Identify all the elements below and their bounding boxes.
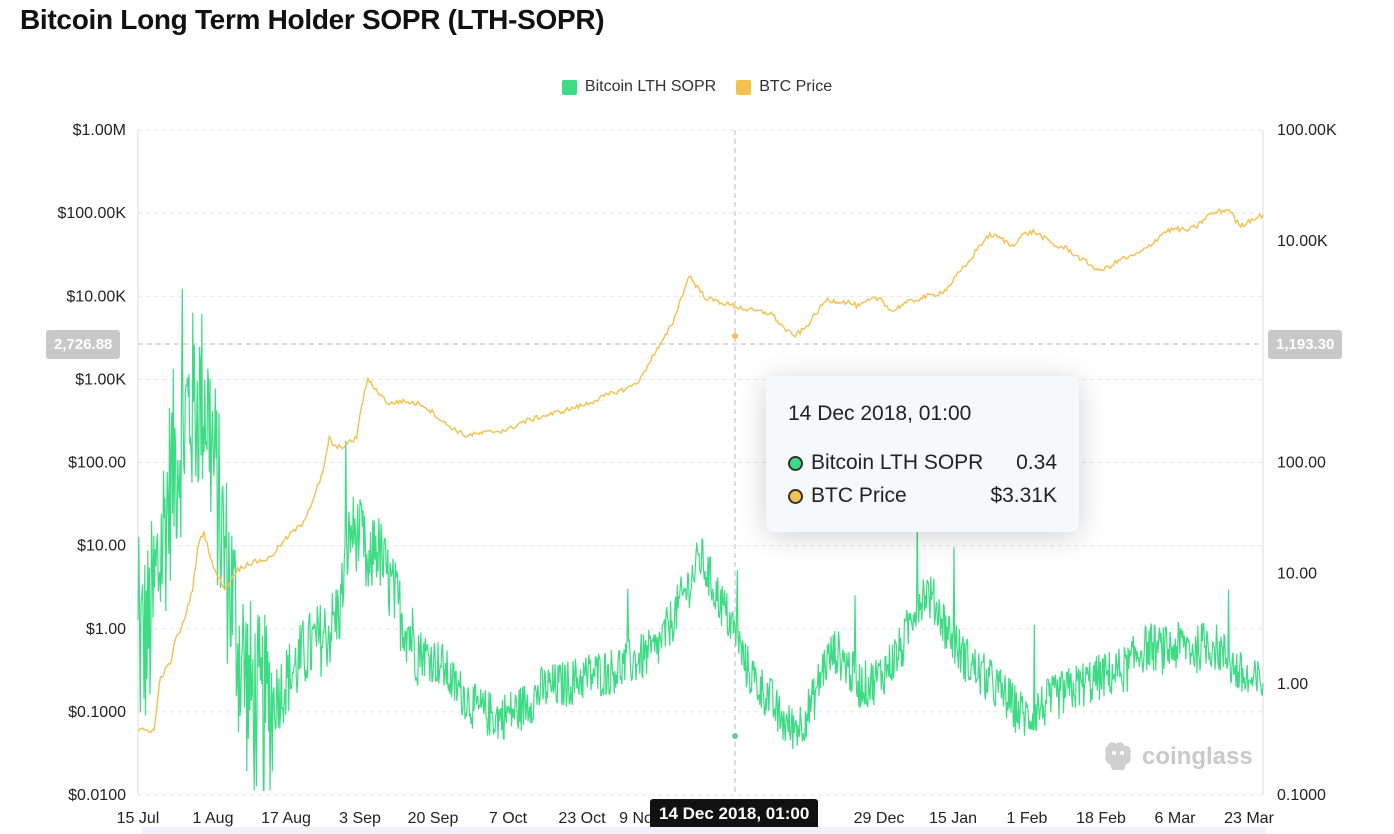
x-axis-tick-label: 15 Jul [117,810,160,827]
x-axis-tick-label: 1 Feb [1007,810,1048,827]
chart-title: Bitcoin Long Term Holder SOPR (LTH-SOPR) [20,4,605,35]
right-axis-tick-label: 10.00 [1277,565,1317,582]
crosshair-y-left-label: 2,726.88 [46,330,121,359]
watermark-text: coinglass [1142,743,1253,770]
right-axis-tick-label: 0.1000 [1277,787,1326,804]
crosshair-y-right-label: 1,193.30 [1268,330,1343,359]
left-axis-tick-label: $0.1000 [68,704,126,721]
crosshair-point-btc-price [732,333,738,339]
tooltip-row-btc-price: BTC Price $3.31K [788,484,1057,508]
left-axis-tick-label: $10.00 [77,538,126,555]
x-axis-tick-label: 15 Jan [929,810,977,827]
crosshair-point-lth-sopr [732,733,738,739]
x-axis-tick-label: 7 Oct [489,810,528,827]
legend-swatch-lth-sopr [561,79,577,95]
x-axis-tick-label: 23 Oct [558,810,606,827]
coinglass-logo-icon [1105,742,1131,770]
legend-item-btc-price[interactable]: BTC Price [736,78,832,96]
left-axis-tick-label: $1.00K [75,371,126,388]
left-axis-tick-label: $0.0100 [68,787,126,804]
legend-item-lth-sopr[interactable]: Bitcoin LTH SOPR [561,78,717,96]
left-axis-tick-label: $100.00 [68,455,126,472]
tooltip-value-lth-sopr: 0.34 [1016,451,1057,474]
legend-label-btc-price: BTC Price [759,78,833,95]
x-axis-tick-label: 6 Mar [1155,810,1197,827]
left-axis-tick-label: $10.00K [66,288,126,305]
right-axis-tick-label: 100.00K [1277,122,1337,139]
x-axis-tick-label: 23 Mar [1224,810,1274,827]
x-axis-tick-label: 17 Aug [261,810,311,827]
x-axis-tick-label: 29 Dec [854,810,905,827]
series-line-btc-price [137,207,1264,733]
tooltip-name-lth-sopr: Bitcoin LTH SOPR [811,451,984,474]
right-axis-tick-label: 1.00 [1277,676,1308,693]
left-axis-tick-label: $1.00 [86,621,126,638]
x-axis-tick-label: 18 Feb [1076,810,1126,827]
coinglass-watermark: coinglass [1102,740,1253,774]
tooltip-value-btc-price: $3.31K [990,484,1057,507]
left-axis-tick-label: $1.00M [73,122,126,139]
left-axis-tick-label: $100.00K [57,205,126,222]
right-axis-tick-label: 10.00K [1277,233,1328,250]
right-axis-tick-label: 100.00 [1277,455,1326,472]
chart-zoom-scrollbar[interactable] [142,827,1266,834]
series-line-lth-sopr [137,288,1264,792]
chart-legend: Bitcoin LTH SOPR BTC Price [0,78,1394,96]
x-axis-tick-label: 20 Sep [408,810,459,827]
x-axis-tick-label: 1 Aug [193,810,234,827]
x-axis-tick-label: 3 Sep [339,810,381,827]
crosshair-x-label: 14 Dec 2018, 01:00 [650,799,819,829]
legend-label-lth-sopr: Bitcoin LTH SOPR [584,78,717,95]
tooltip-dot-lth-sopr [788,455,803,471]
tooltip-row-lth-sopr: Bitcoin LTH SOPR 0.34 [788,451,1057,475]
tooltip-name-btc-price: BTC Price [811,484,907,507]
tooltip-dot-btc-price [788,488,803,504]
tooltip-date: 14 Dec 2018, 01:00 [788,402,972,425]
chart-tooltip: 14 Dec 2018, 01:00 Bitcoin LTH SOPR 0.34… [766,376,1079,532]
legend-swatch-btc-price [736,79,752,95]
